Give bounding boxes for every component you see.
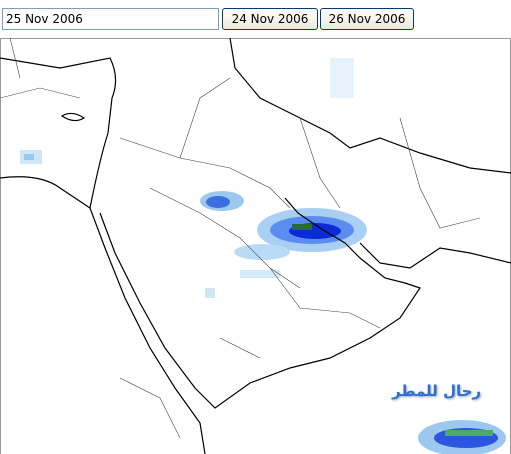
next-day-button[interactable]: 26 Nov 2006: [320, 8, 414, 30]
prev-day-button[interactable]: 24 Nov 2006: [222, 8, 318, 30]
map: [0, 38, 511, 454]
date-input[interactable]: 25 Nov 2006: [2, 8, 219, 30]
precipitation: [20, 58, 506, 454]
watermark: رحال للمطر: [392, 382, 482, 400]
coastlines: [0, 38, 511, 454]
borders: [0, 38, 481, 439]
